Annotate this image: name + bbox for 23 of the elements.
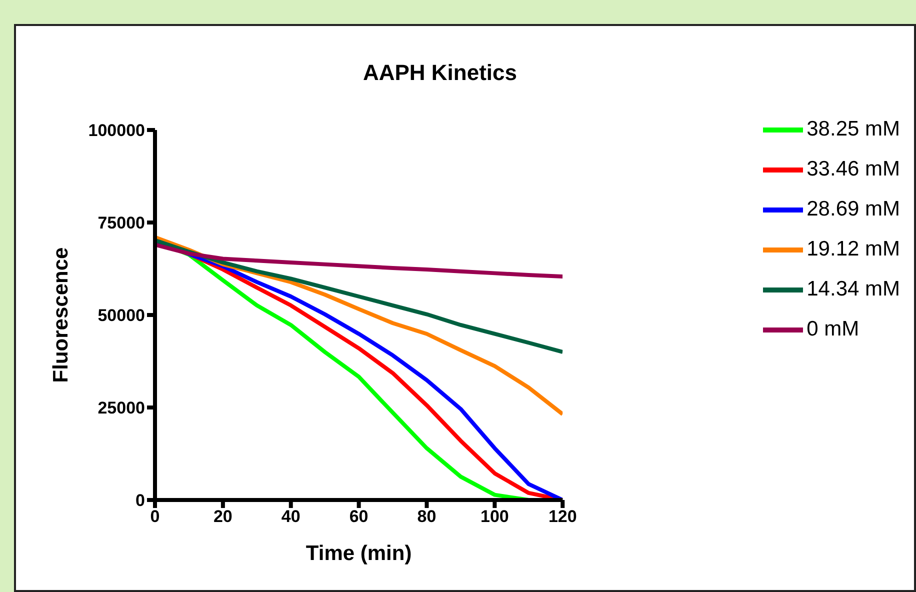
chart-title: AAPH Kinetics (362, 60, 518, 86)
y-tick-label: 75000 (98, 214, 145, 233)
line-series (155, 242, 563, 279)
legend-label: 0 mM (806, 318, 860, 341)
x-tick-label: 60 (349, 507, 368, 526)
y-tick-label: 100000 (88, 121, 145, 140)
legend-label: 33.46 mM (806, 158, 900, 181)
y-tick-label: 25000 (98, 398, 145, 418)
legend-label: 38.25 mM (806, 118, 900, 141)
legend-label: 14.34 mM (806, 278, 900, 301)
line-series (155, 238, 563, 354)
y-tick-label: 0 (136, 491, 145, 510)
x-tick-label: 0 (150, 507, 160, 526)
x-tick-label: 100 (480, 507, 509, 526)
legend-label: 28.69 mM (806, 198, 900, 221)
x-tick-label: 80 (417, 507, 436, 526)
y-tick-label: 50000 (98, 306, 145, 326)
x-axis-title: Time (min) (306, 542, 412, 565)
y-axis-title: Fluorescence (49, 247, 72, 383)
x-tick-label: 40 (281, 507, 300, 526)
x-tick-label: 20 (213, 507, 232, 526)
x-tick-label: 120 (548, 507, 577, 526)
legend-label: 19.12 mM (806, 238, 900, 261)
